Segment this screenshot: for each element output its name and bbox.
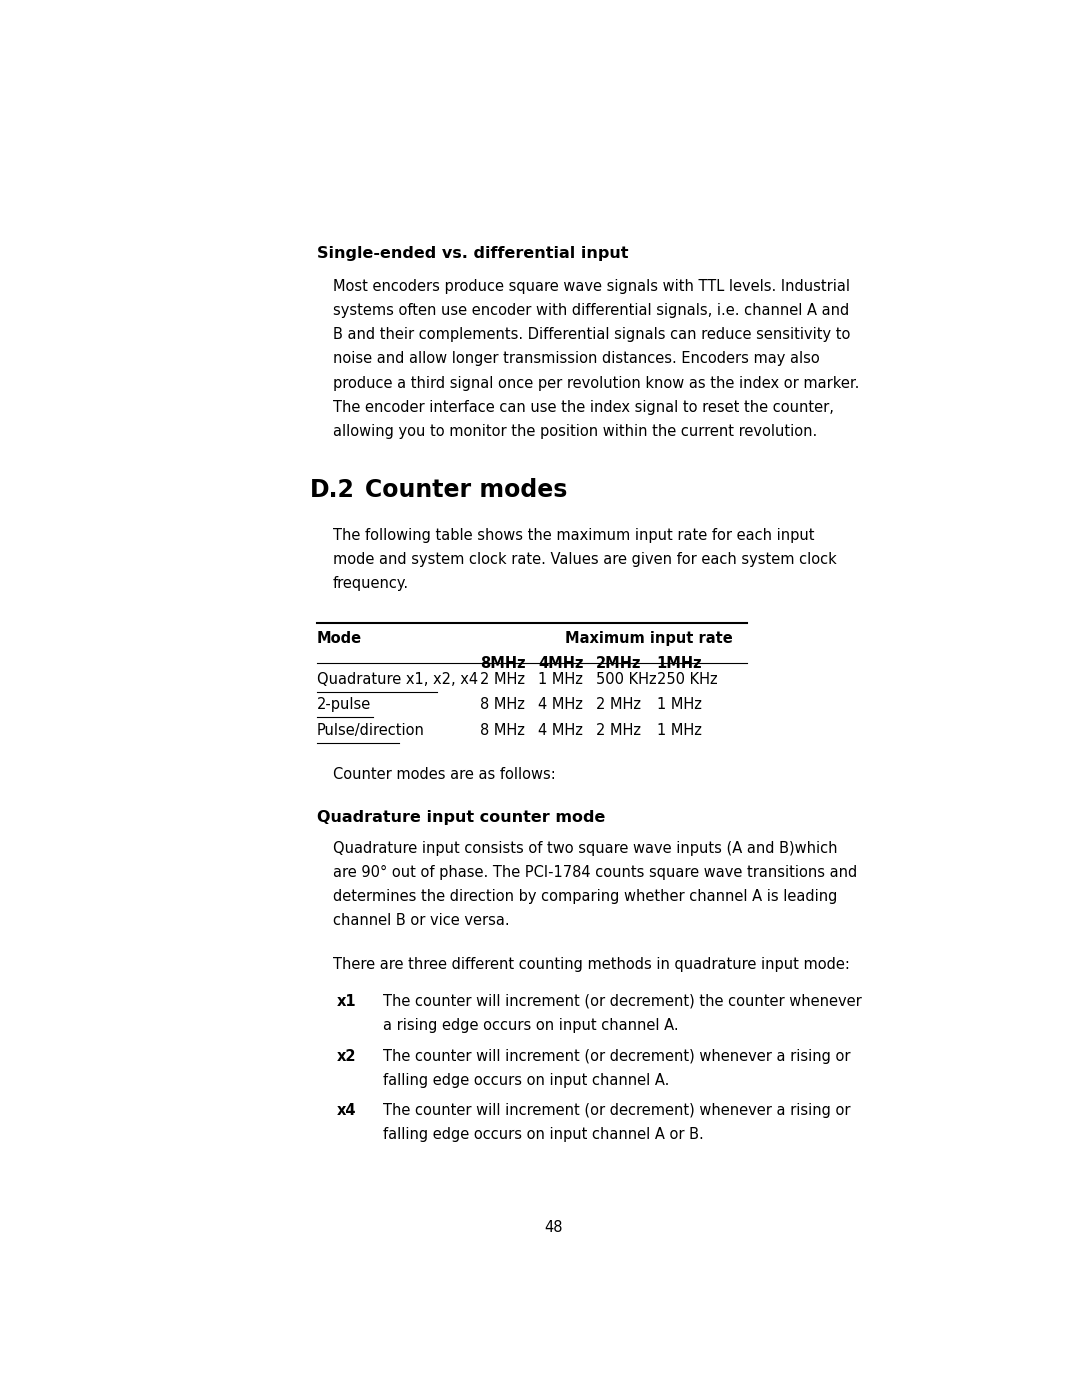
Text: x1: x1	[337, 993, 356, 1009]
Text: Single-ended vs. differential input: Single-ended vs. differential input	[318, 246, 629, 261]
Text: 48: 48	[544, 1220, 563, 1235]
Text: There are three different counting methods in quadrature input mode:: There are three different counting metho…	[333, 957, 850, 972]
Text: The following table shows the maximum input rate for each input: The following table shows the maximum in…	[333, 528, 814, 542]
Text: 1 MHz: 1 MHz	[538, 672, 583, 687]
Text: noise and allow longer transmission distances. Encoders may also: noise and allow longer transmission dist…	[333, 351, 820, 366]
Text: falling edge occurs on input channel A or B.: falling edge occurs on input channel A o…	[383, 1127, 704, 1143]
Text: 4MHz: 4MHz	[538, 655, 583, 671]
Text: 4 MHz: 4 MHz	[538, 722, 583, 738]
Text: D.2: D.2	[309, 478, 354, 502]
Text: 8 MHz: 8 MHz	[480, 697, 525, 712]
Text: 1 MHz: 1 MHz	[657, 697, 701, 712]
Text: a rising edge occurs on input channel A.: a rising edge occurs on input channel A.	[383, 1018, 678, 1034]
Text: channel B or vice versa.: channel B or vice versa.	[333, 914, 510, 929]
Text: 2 MHz: 2 MHz	[480, 672, 525, 687]
Text: systems often use encoder with differential signals, i.e. channel A and: systems often use encoder with different…	[333, 303, 849, 317]
Text: Most encoders produce square wave signals with TTL levels. Industrial: Most encoders produce square wave signal…	[333, 278, 850, 293]
Text: 2MHz: 2MHz	[596, 655, 642, 671]
Text: The counter will increment (or decrement) whenever a rising or: The counter will increment (or decrement…	[383, 1104, 851, 1118]
Text: The counter will increment (or decrement) whenever a rising or: The counter will increment (or decrement…	[383, 1049, 851, 1063]
Text: produce a third signal once per revolution know as the index or marker.: produce a third signal once per revoluti…	[333, 376, 859, 391]
Text: falling edge occurs on input channel A.: falling edge occurs on input channel A.	[383, 1073, 670, 1088]
Text: x4: x4	[337, 1104, 356, 1118]
Text: The encoder interface can use the index signal to reset the counter,: The encoder interface can use the index …	[333, 400, 834, 415]
Text: Quadrature x1, x2, x4: Quadrature x1, x2, x4	[318, 672, 478, 687]
Text: Mode: Mode	[318, 631, 362, 647]
Text: 1 MHz: 1 MHz	[657, 722, 701, 738]
Text: The counter will increment (or decrement) the counter whenever: The counter will increment (or decrement…	[383, 993, 862, 1009]
Text: 8MHz: 8MHz	[480, 655, 526, 671]
Text: 500 KHz: 500 KHz	[596, 672, 657, 687]
Text: Quadrature input counter mode: Quadrature input counter mode	[318, 810, 606, 824]
Text: 2 MHz: 2 MHz	[596, 697, 642, 712]
Text: Counter modes: Counter modes	[365, 478, 568, 502]
Text: 250 KHz: 250 KHz	[657, 672, 717, 687]
Text: 2 MHz: 2 MHz	[596, 722, 642, 738]
Text: are 90° out of phase. The PCI-1784 counts square wave transitions and: are 90° out of phase. The PCI-1784 count…	[333, 865, 856, 880]
Text: 1MHz: 1MHz	[657, 655, 702, 671]
Text: Maximum input rate: Maximum input rate	[565, 631, 733, 647]
Text: determines the direction by comparing whether channel A is leading: determines the direction by comparing wh…	[333, 888, 837, 904]
Text: allowing you to monitor the position within the current revolution.: allowing you to monitor the position wit…	[333, 425, 816, 439]
Text: mode and system clock rate. Values are given for each system clock: mode and system clock rate. Values are g…	[333, 552, 836, 567]
Text: Quadrature input consists of two square wave inputs (A and B)which: Quadrature input consists of two square …	[333, 841, 837, 855]
Text: 4 MHz: 4 MHz	[538, 697, 583, 712]
Text: Pulse/direction: Pulse/direction	[318, 722, 426, 738]
Text: Counter modes are as follows:: Counter modes are as follows:	[333, 767, 555, 782]
Text: 2-pulse: 2-pulse	[318, 697, 372, 712]
Text: B and their complements. Differential signals can reduce sensitivity to: B and their complements. Differential si…	[333, 327, 850, 342]
Text: frequency.: frequency.	[333, 576, 408, 591]
Text: x2: x2	[337, 1049, 356, 1063]
Text: 8 MHz: 8 MHz	[480, 722, 525, 738]
